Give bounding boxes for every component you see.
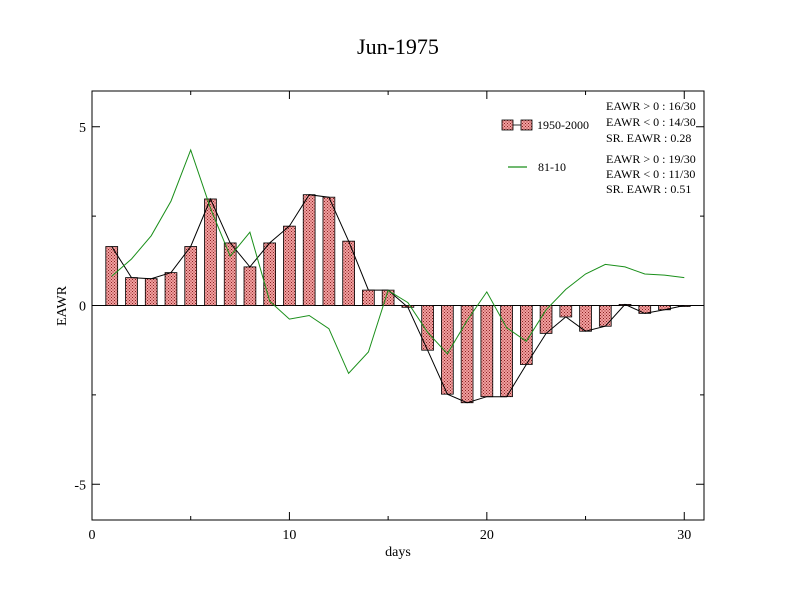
plot-area (92, 148, 704, 404)
stat-8110-pos: EAWR > 0 : 19/30 (606, 152, 696, 166)
x-tick-label-30: 30 (677, 528, 691, 543)
bar-day-2 (125, 277, 138, 306)
x-tick-label-10: 10 (282, 528, 296, 543)
bar-day-10 (283, 225, 296, 306)
legend-label-81-10: 81-10 (538, 160, 566, 174)
bar-day-8 (243, 266, 257, 306)
bar-day-25 (579, 305, 592, 332)
legend-bar-swatch-left (501, 119, 514, 131)
y-tick-label-5: 5 (79, 121, 86, 136)
bar-day-26 (598, 305, 612, 327)
y-tick-label-0: 0 (79, 300, 86, 315)
bar-day-20 (480, 305, 494, 398)
bar-day-7 (223, 242, 237, 306)
bar-day-24 (559, 305, 573, 318)
stat-1950-pos: EAWR > 0 : 16/30 (606, 99, 696, 113)
legend: 1950-2000 81-10 (501, 118, 589, 174)
chart-title: Jun-1975 (357, 34, 439, 59)
legend-bar-swatch-right (520, 119, 533, 131)
x-tick-label-0: 0 (89, 528, 96, 543)
stat-8110-neg: EAWR < 0 : 11/30 (606, 167, 695, 181)
legend-label-1950-2000: 1950-2000 (537, 118, 589, 132)
bar-day-9 (263, 242, 277, 306)
stat-8110-sr: SR. EAWR : 0.51 (606, 182, 691, 196)
stat-1950-sr: SR. EAWR : 0.28 (606, 131, 691, 145)
bar-day-4 (164, 272, 178, 306)
stats-annotations: EAWR > 0 : 16/30 EAWR < 0 : 14/30 SR. EA… (606, 99, 696, 196)
x-axis-label: days (385, 545, 411, 560)
stat-1950-neg: EAWR < 0 : 14/30 (606, 115, 696, 129)
bar-day-12 (322, 196, 336, 306)
bar-day-11 (302, 194, 316, 306)
x-tick-label-20: 20 (480, 528, 494, 543)
series-81-10-line (111, 148, 685, 375)
bar-day-6 (204, 198, 217, 306)
y-tick-label--5: -5 (74, 478, 86, 493)
bar-day-3 (144, 278, 158, 306)
bar-day-14 (362, 289, 375, 306)
series-1950-2000-line (111, 194, 685, 404)
bar-day-5 (184, 246, 198, 306)
axes: 0 10 20 30 -5 0 5 (74, 91, 704, 543)
bar-day-17 (421, 305, 434, 351)
y-axis-label: EAWR (55, 285, 70, 326)
